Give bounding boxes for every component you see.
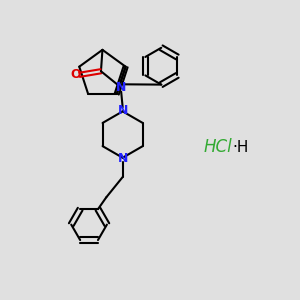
- Text: HCl: HCl: [203, 138, 232, 156]
- Text: N: N: [116, 81, 126, 94]
- Text: ·H: ·H: [232, 140, 249, 154]
- Text: O: O: [70, 68, 81, 81]
- Text: N: N: [118, 152, 128, 165]
- Text: N: N: [118, 104, 128, 117]
